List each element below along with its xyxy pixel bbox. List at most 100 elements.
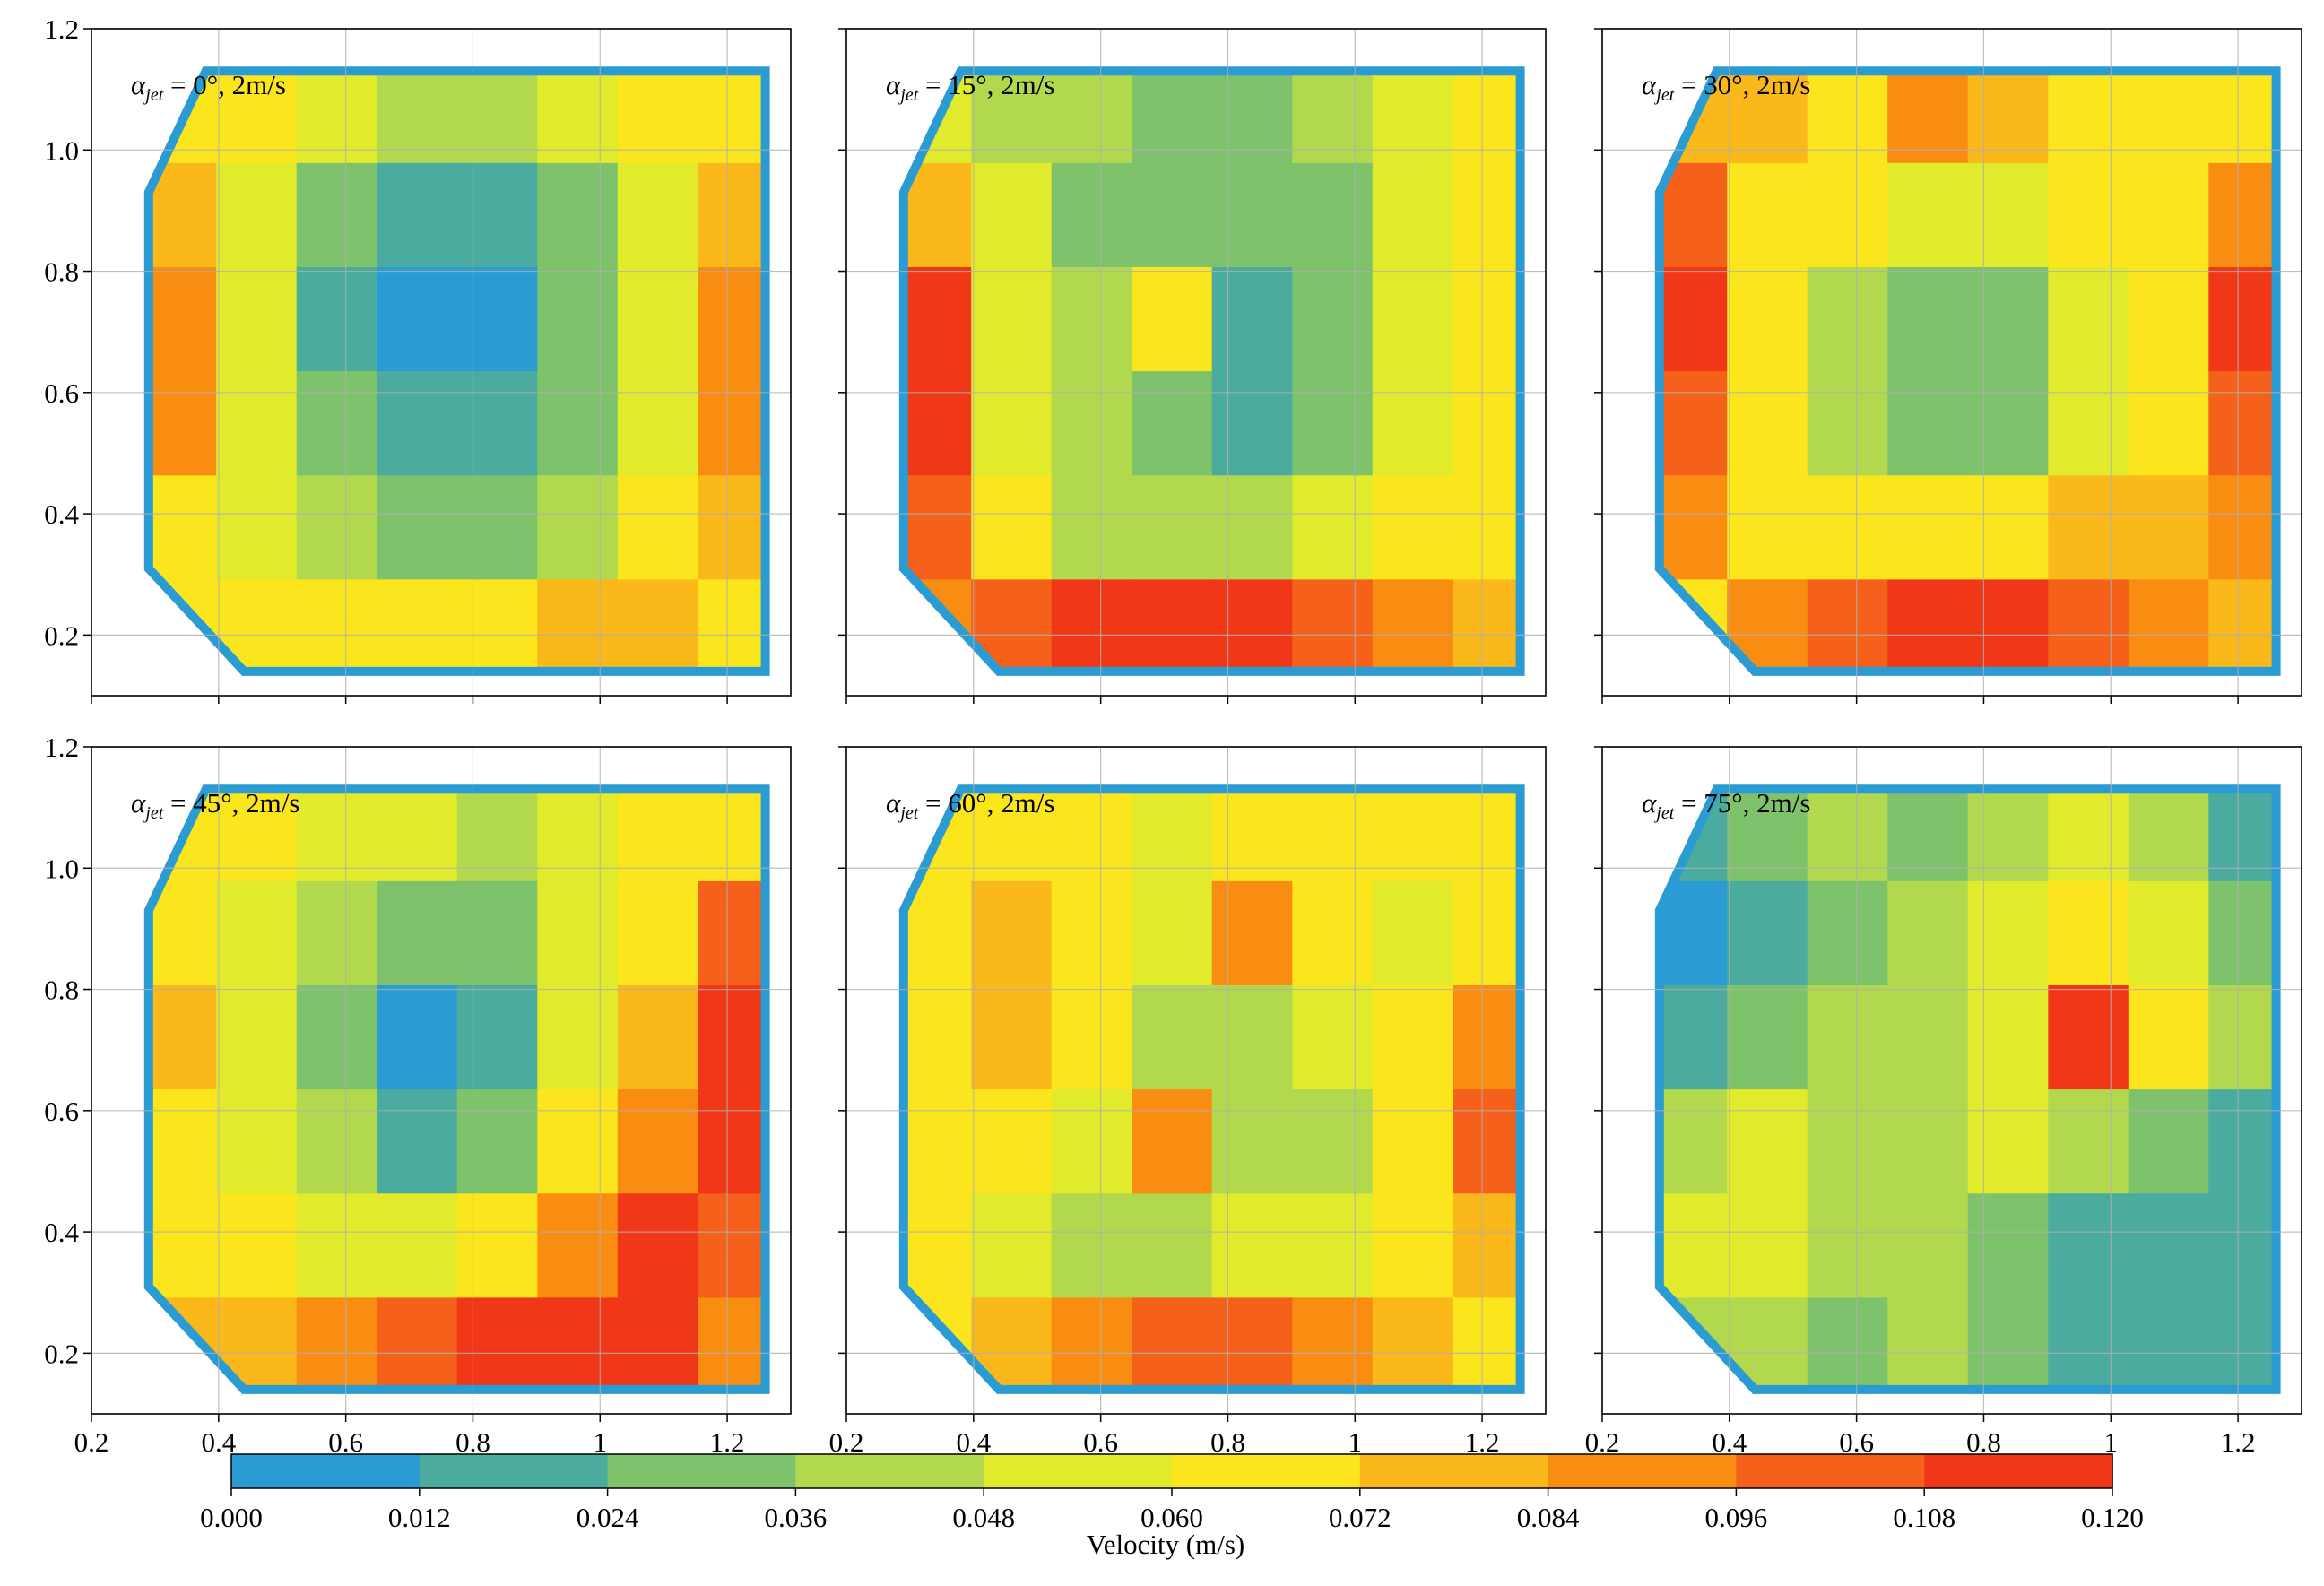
colorbar-tick-label: 0.060 bbox=[1140, 1502, 1203, 1533]
heat-cell bbox=[2128, 71, 2210, 164]
heat-cell bbox=[1727, 789, 1808, 882]
heat-cell bbox=[537, 267, 619, 373]
heat-cell bbox=[1452, 267, 1521, 373]
heatmap-panel: 0.2 0.4 0.6 0.8 1.0 1.2 αjet = 0°, 2m/s bbox=[44, 13, 792, 704]
heat-cell bbox=[1132, 1297, 1213, 1390]
heatmap-cells bbox=[1659, 789, 2276, 1390]
heat-cell bbox=[1887, 985, 1969, 1091]
heat-cell bbox=[1292, 985, 1374, 1091]
heat-cell bbox=[537, 371, 619, 477]
heat-cell bbox=[1292, 475, 1374, 581]
heat-cell bbox=[1051, 880, 1133, 986]
heat-cell bbox=[377, 475, 458, 581]
heat-cell bbox=[1967, 162, 2050, 268]
colorbar-tick-label: 0.024 bbox=[577, 1502, 639, 1533]
heat-cell bbox=[2048, 71, 2129, 164]
heat-cell bbox=[617, 162, 699, 268]
heat-cell bbox=[1211, 475, 1294, 581]
panel-annotation: αjet = 0°, 2m/s bbox=[131, 69, 286, 105]
colorbar-segment bbox=[1736, 1454, 1925, 1488]
heat-cell bbox=[1051, 1089, 1133, 1195]
heat-cell bbox=[1967, 579, 2050, 672]
y-tick-label: 0.2 bbox=[44, 1338, 79, 1369]
heat-cell bbox=[537, 71, 619, 164]
heat-cell bbox=[1372, 267, 1454, 373]
heat-cell bbox=[216, 162, 298, 268]
colorbar-segment bbox=[1172, 1454, 1361, 1488]
heat-cell bbox=[1372, 1193, 1454, 1299]
heat-cell bbox=[1372, 880, 1454, 986]
heat-cell bbox=[1807, 71, 1889, 164]
heat-cell bbox=[456, 1193, 539, 1299]
heat-cell bbox=[1051, 162, 1133, 268]
heat-cell bbox=[698, 371, 766, 477]
heat-cell bbox=[1211, 880, 1294, 986]
heat-cell bbox=[903, 475, 973, 581]
axes-frame bbox=[1601, 28, 2302, 697]
x-tick-label: 0.6 bbox=[1839, 1426, 1874, 1458]
heat-cell bbox=[617, 789, 699, 882]
heat-cell bbox=[1292, 162, 1374, 268]
x-tick-label: 0.8 bbox=[1966, 1426, 2001, 1458]
heat-cell bbox=[617, 985, 699, 1091]
heat-cell bbox=[456, 371, 539, 477]
x-tick-label: 0.6 bbox=[328, 1426, 363, 1458]
colorbar-tick-label: 0.072 bbox=[1329, 1502, 1392, 1533]
heat-cell bbox=[1211, 1089, 1294, 1195]
heat-cell bbox=[1887, 1193, 1969, 1299]
heatmap-cells bbox=[148, 71, 766, 672]
heat-cell bbox=[148, 985, 218, 1091]
heat-cell bbox=[2048, 789, 2129, 882]
heat-cell bbox=[296, 371, 378, 477]
heat-cell bbox=[971, 267, 1053, 373]
heat-cell bbox=[1211, 162, 1294, 268]
heat-cell bbox=[2128, 1297, 2210, 1390]
heat-cell bbox=[296, 267, 378, 373]
heat-cell bbox=[1807, 579, 1889, 672]
heat-cell bbox=[216, 985, 298, 1091]
heat-cell bbox=[537, 579, 619, 672]
heat-cell bbox=[1211, 371, 1294, 477]
heat-cell bbox=[698, 880, 766, 986]
heatmap-panel: αjet = 30°, 2m/s bbox=[1594, 28, 2302, 704]
heat-cell bbox=[1051, 1193, 1133, 1299]
heat-cell bbox=[1211, 789, 1294, 882]
x-tick-label: 0.4 bbox=[201, 1426, 236, 1458]
heat-cell bbox=[1967, 1089, 2050, 1195]
heat-cell bbox=[148, 1193, 218, 1299]
heat-cell bbox=[456, 1297, 539, 1390]
heat-cell bbox=[537, 985, 619, 1091]
heat-cell bbox=[1807, 371, 1889, 477]
heat-cell bbox=[2208, 371, 2276, 477]
colorbar-label: Velocity (m/s) bbox=[1087, 1529, 1245, 1560]
heat-cell bbox=[1452, 371, 1521, 477]
heat-cell bbox=[296, 579, 378, 672]
y-tick-label: 1.0 bbox=[44, 853, 79, 884]
panel-annotation: αjet = 45°, 2m/s bbox=[131, 787, 299, 823]
x-tick-label: 1 bbox=[2104, 1426, 2119, 1458]
heat-cell bbox=[1372, 985, 1454, 1091]
y-tick-label: 1.2 bbox=[44, 732, 79, 763]
heat-cell bbox=[1967, 267, 2050, 373]
heat-cell bbox=[148, 371, 218, 477]
heat-cell bbox=[2048, 985, 2129, 1091]
region-outline bbox=[143, 784, 770, 1394]
heat-cell bbox=[2048, 579, 2129, 672]
colorbar-segment bbox=[984, 1454, 1173, 1488]
heat-cell bbox=[617, 1193, 699, 1299]
heat-cell bbox=[148, 162, 218, 268]
heat-cell bbox=[1887, 71, 1969, 164]
heat-cell bbox=[971, 1193, 1053, 1299]
x-tick-label: 1.2 bbox=[710, 1426, 745, 1458]
heat-cell bbox=[698, 267, 766, 373]
heat-cell bbox=[1887, 1089, 1969, 1195]
heat-cell bbox=[1887, 371, 1969, 477]
heat-cell bbox=[1051, 267, 1133, 373]
region-outline bbox=[898, 66, 1525, 676]
heat-cell bbox=[1211, 71, 1294, 164]
heat-cell bbox=[537, 1297, 619, 1390]
colorbar-tick-label: 0.084 bbox=[1517, 1502, 1580, 1533]
heat-cell bbox=[2208, 1193, 2276, 1299]
heat-cell bbox=[1051, 579, 1133, 672]
panel-annotation: αjet = 60°, 2m/s bbox=[886, 787, 1054, 823]
